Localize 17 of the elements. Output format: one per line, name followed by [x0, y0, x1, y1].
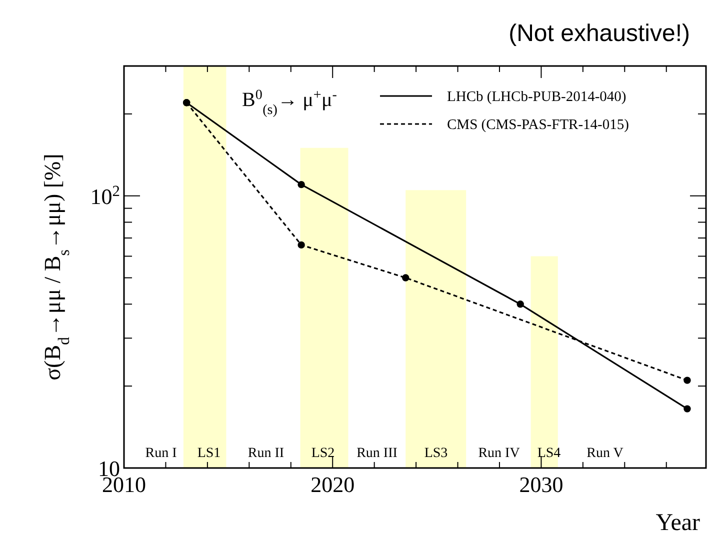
x-tick-label: 2020	[310, 472, 355, 497]
x-axis-title: Year	[656, 510, 700, 536]
chart-title: (Not exhaustive!)	[508, 20, 690, 47]
annotation: Run IV	[478, 446, 520, 461]
annotation: LS4	[537, 446, 561, 461]
annotation: LS3	[424, 446, 448, 461]
y-tick-label: 10$^{2}$	[90, 182, 120, 209]
annotation: Run III	[356, 446, 398, 461]
annotation: Run I	[145, 446, 178, 461]
annotation: LS2	[311, 446, 335, 461]
annotation: Run V	[586, 446, 624, 461]
annotation: Run II	[248, 446, 284, 461]
annotation: B$^{0}$$_{(s)}$→ μ$^{+}$μ$^{-}$	[242, 88, 338, 118]
legend-label: LHCb (LHCb-PUB-2014-040)	[447, 89, 626, 105]
annotation: LS1	[197, 446, 221, 461]
x-tick-label: 2030	[519, 472, 564, 497]
legend-label: CMS (CMS-PAS-FTR-14-015)	[447, 117, 630, 133]
